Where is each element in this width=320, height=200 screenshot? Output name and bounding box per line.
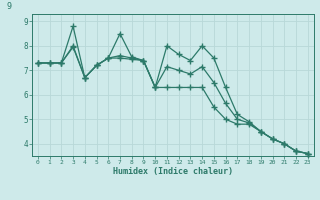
- Text: 9: 9: [7, 2, 12, 11]
- X-axis label: Humidex (Indice chaleur): Humidex (Indice chaleur): [113, 167, 233, 176]
